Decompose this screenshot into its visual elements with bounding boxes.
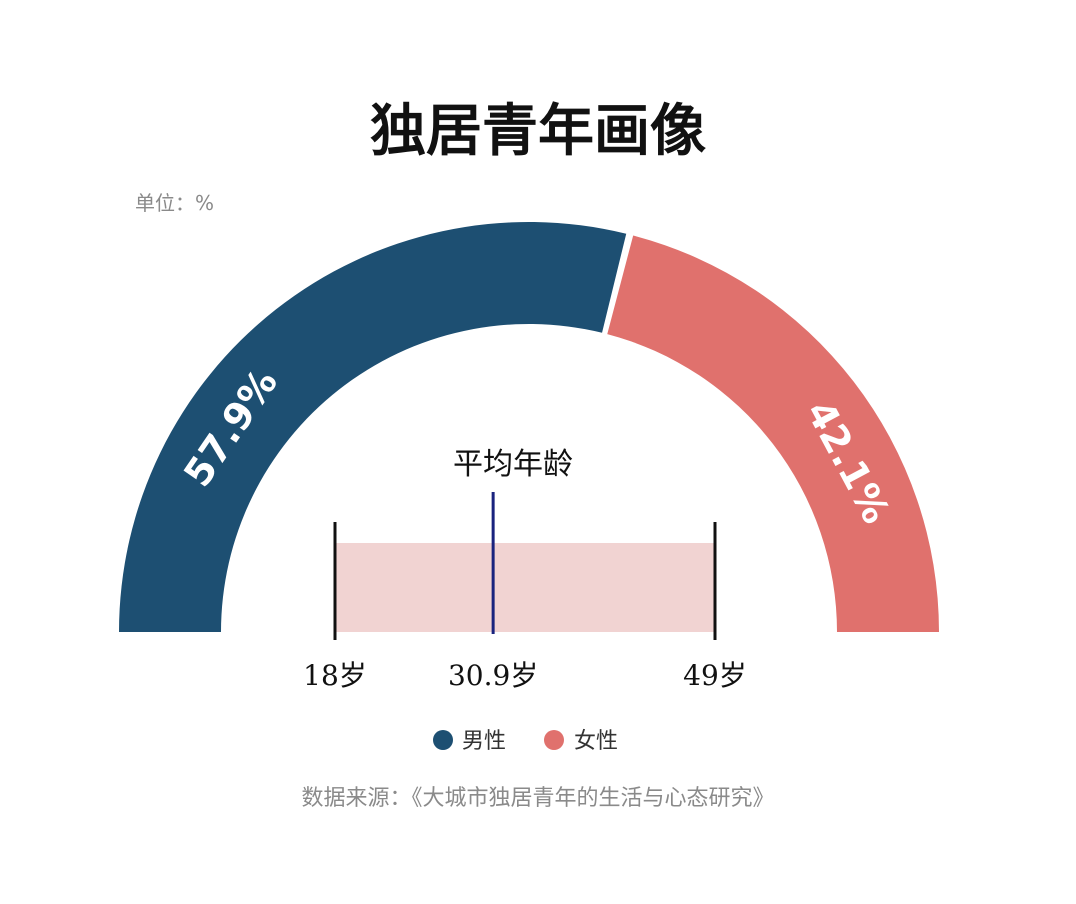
gauge-slice-male — [119, 222, 627, 633]
legend-marker-female — [544, 730, 564, 750]
legend-label-male: 男性 — [462, 729, 506, 754]
age-max-label: 49岁 — [683, 659, 747, 692]
legend: 男性 女性 — [433, 729, 618, 754]
age-range-bar — [335, 543, 715, 632]
source-note: 数据来源：《大城市独居青年的生活与心态研究》 — [301, 786, 774, 811]
legend-label-female: 女性 — [574, 729, 618, 754]
gauge-slice-female — [607, 235, 939, 633]
age-mean-label: 30.9岁 — [448, 659, 538, 692]
unit-label: 单位：% — [135, 191, 214, 215]
age-range-chart: 平均年龄 18岁 30.9岁 49岁 — [303, 447, 747, 692]
gender-gauge: 57.9% 42.1% — [119, 222, 939, 633]
age-min-label: 18岁 — [303, 659, 367, 692]
legend-marker-male — [433, 730, 453, 750]
age-chart-title: 平均年龄 — [453, 447, 573, 482]
chart-title: 独居青年画像 — [370, 98, 706, 164]
